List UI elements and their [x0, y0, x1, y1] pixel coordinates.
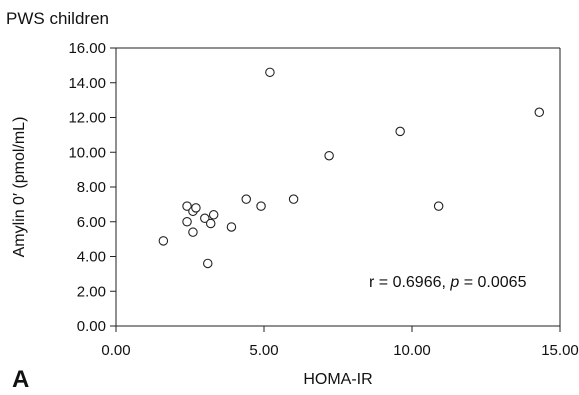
data-point — [188, 227, 198, 237]
y-axis-label: Amylin 0′ (pmol/mL) — [11, 117, 28, 258]
x-tick-label: 10.00 — [393, 342, 431, 359]
y-tick-label: 8.00 — [77, 179, 106, 196]
p-symbol: p — [449, 274, 459, 291]
panel-label: A — [12, 366, 29, 393]
chart-title: PWS children — [6, 9, 109, 28]
r-value-text: r = 0.6966, — [369, 274, 450, 291]
data-point — [203, 258, 213, 269]
data-point — [208, 210, 219, 220]
x-ticks: 0.00 5.00 10.00 15.00 — [101, 326, 579, 359]
data-point — [182, 201, 192, 211]
data-point — [395, 126, 405, 137]
y-tick-label: 12.00 — [68, 110, 106, 127]
x-axis-label: HOMA-IR — [303, 371, 372, 388]
data-point — [265, 67, 275, 78]
x-tick-label: 15.00 — [541, 342, 579, 359]
y-ticks: 0.00 2.00 4.00 6.00 8.00 10.00 12.00 14.00 16.00 — [68, 40, 116, 335]
y-tick-label: 0.00 — [77, 318, 106, 335]
data-point — [324, 150, 334, 161]
data-point — [241, 194, 251, 204]
data-point — [226, 222, 237, 232]
data-point — [288, 194, 299, 204]
p-value-text: = 0.0065 — [459, 274, 526, 291]
data-point — [205, 218, 216, 229]
data-point — [182, 217, 192, 227]
x-tick-label: 5.00 — [249, 342, 278, 359]
y-tick-label: 6.00 — [77, 214, 106, 231]
y-tick-label: 4.00 — [77, 249, 106, 266]
data-point — [433, 201, 444, 211]
x-tick-label: 0.00 — [101, 342, 130, 359]
data-point — [158, 236, 169, 246]
data-point — [534, 107, 545, 118]
data-point — [200, 213, 210, 224]
data-points — [158, 67, 545, 269]
correlation-annotation: r = 0.6966, p = 0.0065 — [369, 274, 527, 291]
y-tick-label: 10.00 — [68, 144, 106, 161]
y-tick-label: 16.00 — [68, 40, 106, 57]
y-tick-label: 14.00 — [68, 75, 106, 92]
y-tick-label: 2.00 — [77, 283, 106, 300]
data-point — [256, 201, 266, 211]
data-point — [191, 203, 201, 213]
